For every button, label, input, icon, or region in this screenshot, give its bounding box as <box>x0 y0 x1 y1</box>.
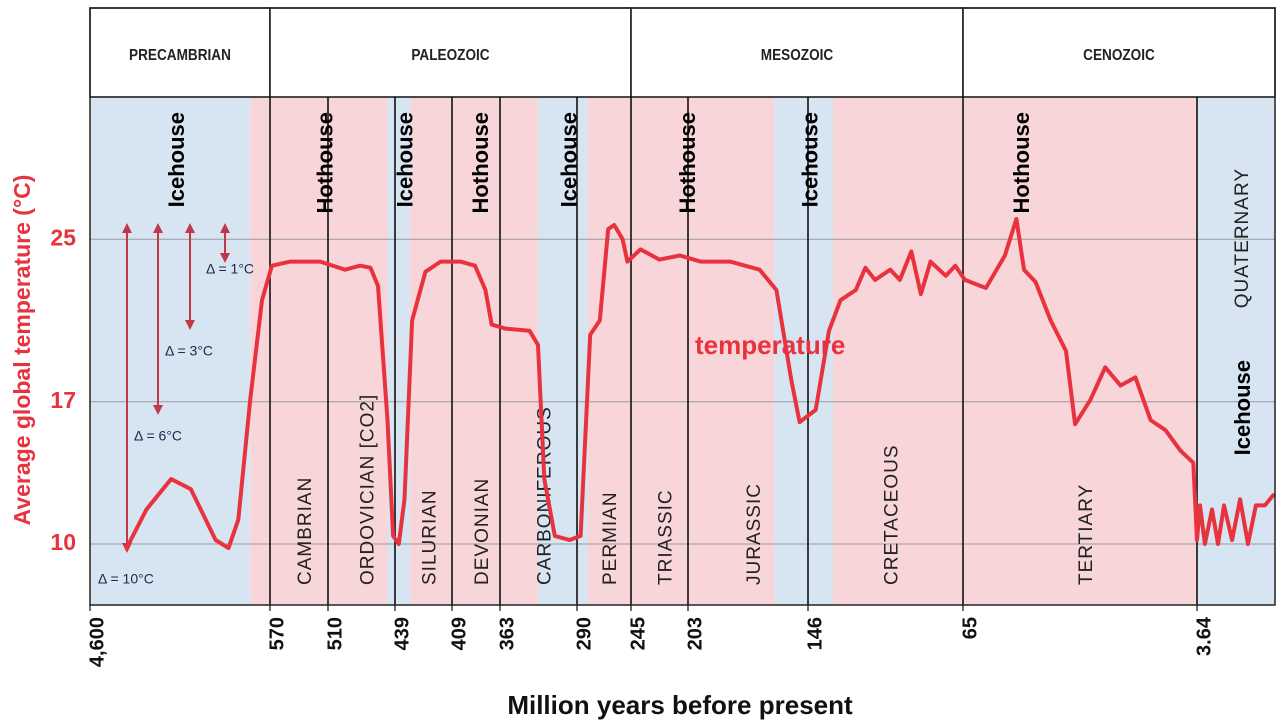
x-tick-label: 439 <box>391 617 413 650</box>
x-tick-label: 203 <box>684 617 706 650</box>
delta-label: Δ = 3°C <box>165 343 213 359</box>
y-tick-label: 25 <box>50 224 76 250</box>
period-label: PERMIAN <box>600 491 621 585</box>
band-label: Hothouse <box>675 112 700 213</box>
curve <box>124 216 1276 551</box>
period-label: DEVONIAN <box>472 478 493 585</box>
band-label: Hothouse <box>313 112 338 213</box>
x-axis-title: Million years before present <box>507 690 853 720</box>
x-tick-label: 245 <box>627 617 649 650</box>
y-axis-title: Average global temperature (°C) <box>9 175 35 526</box>
delta-label: Δ = 1°C <box>206 261 254 277</box>
period-label: JURASSIC <box>744 483 765 585</box>
x-tick-label: 4,600 <box>86 617 108 667</box>
band-label: Icehouse <box>164 112 189 207</box>
x-tick-label: 570 <box>266 617 288 650</box>
delta-arrows <box>122 223 230 553</box>
climate-band <box>832 97 1197 605</box>
band-label: Icehouse <box>1230 360 1255 455</box>
era-box <box>962 7 1276 98</box>
period-label: TERTIARY <box>1076 484 1097 585</box>
x-tick-label: 510 <box>324 617 346 650</box>
period-label: CRETACEOUS <box>882 444 903 585</box>
era-box <box>630 7 964 98</box>
period-label: TRIASSIC <box>656 489 677 585</box>
period-labels: Icehouse Hothouse Icehouse Hothouse Icehouse… <box>164 112 1255 585</box>
band-label: Icehouse <box>393 112 418 207</box>
period-label: ORDOVICIAN [CO2] <box>358 394 379 585</box>
climate-band <box>587 97 775 605</box>
climate-band <box>250 97 388 605</box>
y-tick-label: 10 <box>50 529 76 555</box>
x-tick-label: 290 <box>573 617 595 650</box>
era-box <box>269 7 632 98</box>
band-label: Icehouse <box>557 112 582 207</box>
climate-band <box>90 97 251 605</box>
frame <box>89 7 1276 606</box>
climate-band <box>410 97 538 605</box>
delta-label: Δ = 10°C <box>98 571 154 587</box>
grid <box>90 238 1275 545</box>
band-label: Icehouse <box>797 112 822 207</box>
climate-band <box>774 97 833 605</box>
x-tick-label: 146 <box>804 617 826 650</box>
band-label: Hothouse <box>1009 112 1034 213</box>
period-label: SILURIAN <box>420 489 441 585</box>
era-label: PRECAMBRIAN <box>129 47 231 64</box>
period-label: QUATERNARY <box>1232 168 1253 308</box>
x-tick-label: 363 <box>496 617 518 650</box>
x-tick-label: 65 <box>959 617 981 639</box>
y-tick-label: 17 <box>50 387 76 413</box>
period-label: CARBONIFEROUS <box>535 406 556 585</box>
series-label: temperature <box>695 330 845 360</box>
period-lines <box>269 97 1198 605</box>
era-label: PALEOZOIC <box>411 47 489 64</box>
x-tick-label: 3.64 <box>1193 616 1215 656</box>
period-label: CAMBRIAN <box>295 477 316 585</box>
x-tick-label: 409 <box>448 617 470 650</box>
era-label: MESOZOIC <box>761 47 834 64</box>
temperature-line <box>124 216 1276 551</box>
band-label: Hothouse <box>468 112 493 213</box>
era-header: PRECAMBRIAN PALEOZOIC MESOZOIC CENOZOIC <box>89 7 1276 98</box>
delta-label: Δ = 6°C <box>134 428 182 444</box>
era-label: CENOZOIC <box>1083 47 1155 64</box>
